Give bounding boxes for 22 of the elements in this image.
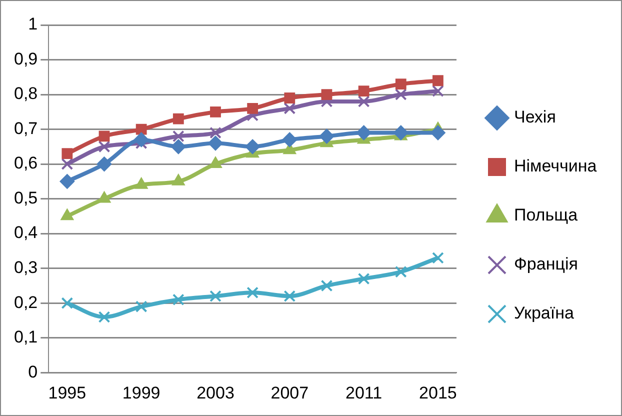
x-tick-label: 2015 [419, 383, 457, 402]
y-tick-label: 0,6 [14, 154, 38, 173]
y-tick-label: 0,3 [14, 258, 38, 278]
x-tick-label: 1999 [122, 383, 160, 402]
x-tick-label: 2007 [270, 383, 309, 402]
legend-label: Німеччина [514, 156, 598, 176]
y-tick-label: 0,5 [14, 188, 38, 208]
legend-label: Україна [514, 304, 574, 323]
y-tick-label: 0,4 [14, 223, 38, 242]
y-tick-label: 0 [28, 362, 38, 382]
y-tick-label: 0,2 [14, 292, 38, 312]
x-tick-label: 2003 [196, 383, 234, 402]
y-tick-label: 0,1 [14, 328, 38, 347]
x-tick-label: 1995 [48, 383, 86, 402]
legend-label: Польща [514, 206, 578, 225]
legend-label: Чехія [514, 108, 556, 127]
y-tick-label: 1 [28, 14, 38, 34]
y-tick-label: 0,9 [14, 49, 38, 68]
y-tick-label: 0,7 [14, 118, 38, 138]
legend-label: Франція [514, 254, 578, 274]
x-tick-label: 2011 [346, 383, 382, 402]
y-tick-label: 0,8 [14, 84, 38, 104]
